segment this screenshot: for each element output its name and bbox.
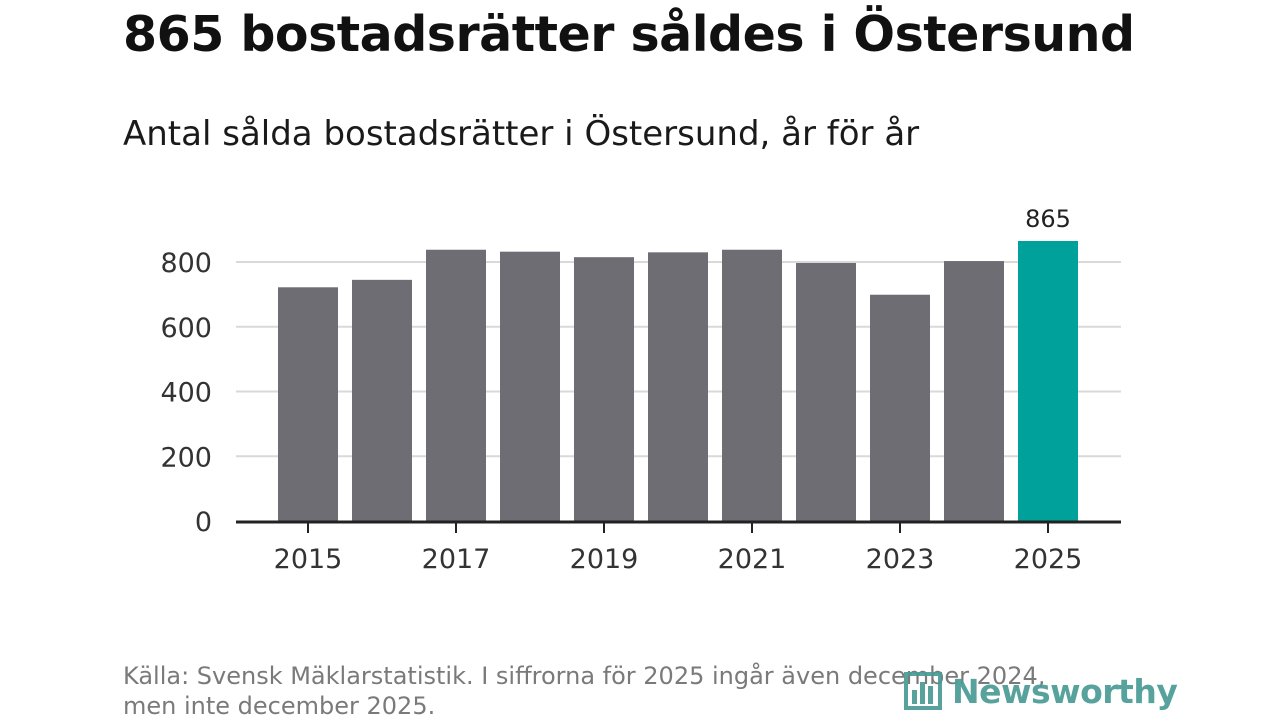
y-tick-label: 600 bbox=[160, 313, 212, 344]
bar-2019 bbox=[574, 257, 634, 521]
logo-text: Newsworthy bbox=[952, 671, 1178, 711]
y-tick-label: 0 bbox=[195, 507, 212, 538]
bar-chart: 0 200 400 600 800 865 2015 2017 2019 2021 2023 2025 bbox=[160, 205, 1121, 575]
source-line-1: Källa: Svensk Mäklarstatistik. I siffror… bbox=[123, 662, 1046, 690]
bar-2025 bbox=[1018, 241, 1078, 521]
y-tick-label: 400 bbox=[160, 378, 212, 409]
x-tick-label: 2015 bbox=[274, 544, 343, 575]
bar-2017 bbox=[426, 249, 486, 522]
bar-2015 bbox=[278, 287, 338, 521]
chart-subtitle: Antal sålda bostadsrätter i Östersund, å… bbox=[123, 114, 920, 154]
bar-chart-logo-icon bbox=[904, 672, 942, 710]
bar-2023 bbox=[870, 294, 930, 521]
bar-2024 bbox=[944, 261, 1004, 521]
y-tick-label: 800 bbox=[160, 248, 212, 279]
bar-2018 bbox=[500, 251, 560, 522]
chart-title: 865 bostadsrätter såldes i Östersund bbox=[123, 6, 1135, 63]
x-tick-label: 2017 bbox=[422, 544, 491, 575]
newsworthy-logo: Newsworthy bbox=[902, 670, 1178, 712]
source-line-2: men inte december 2025. bbox=[123, 692, 436, 720]
x-tick-label: 2025 bbox=[1014, 544, 1083, 575]
bar-2022 bbox=[796, 263, 856, 521]
bar-2020 bbox=[648, 252, 708, 522]
y-tick-label: 200 bbox=[160, 442, 212, 473]
bar-2016 bbox=[352, 279, 412, 521]
x-tick-label: 2019 bbox=[570, 544, 639, 575]
source-note: Källa: Svensk Mäklarstatistik. I siffror… bbox=[123, 661, 1123, 721]
data-label: 865 bbox=[1025, 205, 1071, 233]
x-tick-label: 2021 bbox=[718, 544, 787, 575]
bar-2021 bbox=[722, 249, 782, 522]
x-tick-label: 2023 bbox=[866, 544, 935, 575]
